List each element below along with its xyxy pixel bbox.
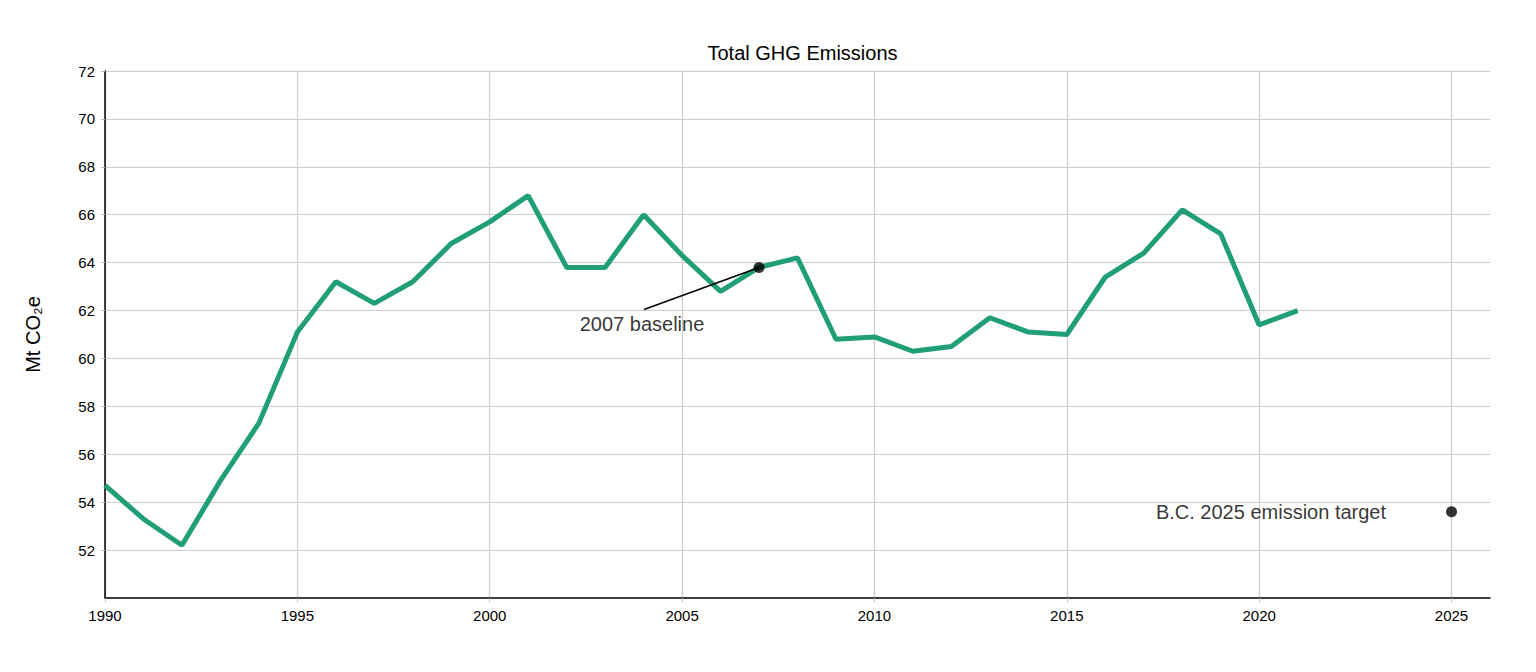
svg-text:2015: 2015 <box>1050 607 1083 624</box>
svg-text:54: 54 <box>78 494 95 511</box>
svg-text:68: 68 <box>78 158 95 175</box>
svg-text:72: 72 <box>78 63 95 80</box>
svg-text:Mt CO₂e: Mt CO₂e <box>22 296 44 373</box>
svg-text:2025: 2025 <box>1435 607 1468 624</box>
svg-text:66: 66 <box>78 206 95 223</box>
svg-text:2005: 2005 <box>665 607 698 624</box>
svg-text:64: 64 <box>78 254 95 271</box>
svg-text:1990: 1990 <box>88 607 121 624</box>
svg-text:58: 58 <box>78 398 95 415</box>
svg-text:2007 baseline: 2007 baseline <box>580 313 705 335</box>
svg-text:56: 56 <box>78 446 95 463</box>
svg-text:2010: 2010 <box>858 607 891 624</box>
svg-text:62: 62 <box>78 302 95 319</box>
svg-text:70: 70 <box>78 110 95 127</box>
svg-text:B.C. 2025 emission target: B.C. 2025 emission target <box>1156 501 1387 523</box>
svg-text:60: 60 <box>78 350 95 367</box>
svg-text:2000: 2000 <box>473 607 506 624</box>
svg-text:1995: 1995 <box>281 607 314 624</box>
svg-text:Total GHG Emissions: Total GHG Emissions <box>707 42 897 64</box>
svg-text:52: 52 <box>78 542 95 559</box>
svg-text:2020: 2020 <box>1242 607 1275 624</box>
